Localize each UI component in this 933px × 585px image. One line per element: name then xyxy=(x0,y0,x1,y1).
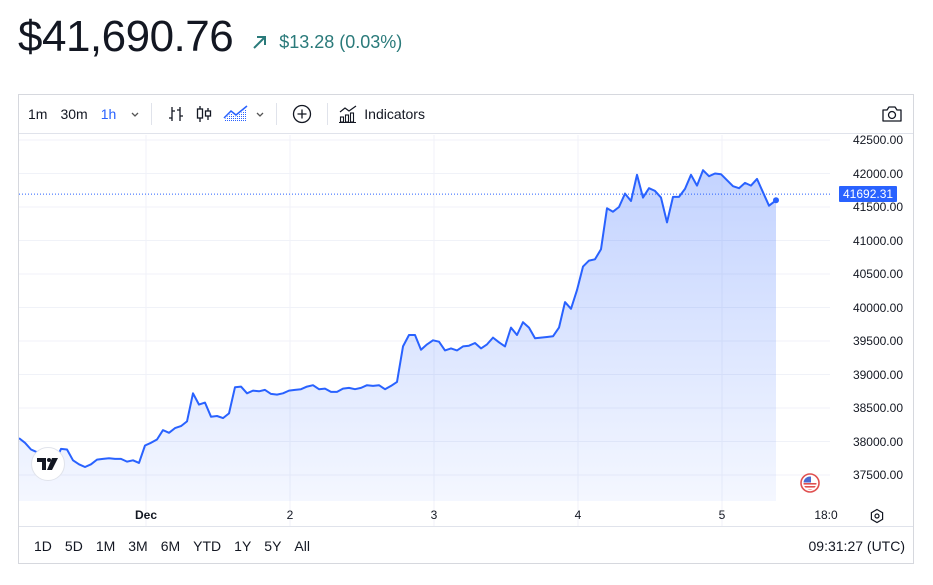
price-header: $41,690.76 $13.28 (0.03%) xyxy=(18,12,402,62)
tradingview-logo-icon xyxy=(37,458,58,470)
chevron-down-icon xyxy=(131,112,139,117)
chart-widget: 1m 30m 1h Indicators 4250 xyxy=(18,94,914,564)
chart-settings-button[interactable] xyxy=(869,508,885,529)
chart-toolbar: 1m 30m 1h Indicators xyxy=(19,95,913,134)
range-selector: 1D 5D 1M 3M 6M YTD 1Y 5Y All 09:31:27 (UTC) xyxy=(19,526,913,564)
range-1d[interactable]: 1D xyxy=(34,537,52,554)
toolbar-divider xyxy=(276,103,278,125)
area-icon xyxy=(223,105,248,122)
range-6m[interactable]: 6M xyxy=(160,537,181,554)
camera-icon xyxy=(882,106,902,122)
interval-dropdown[interactable] xyxy=(129,95,141,133)
bars-icon xyxy=(169,107,184,121)
arrow-up-right-icon xyxy=(253,36,267,49)
indicators-button[interactable]: Indicators xyxy=(338,95,425,133)
range-3m[interactable]: 3M xyxy=(128,537,148,554)
tradingview-logo[interactable] xyxy=(31,447,65,481)
time-axis-label: Dec xyxy=(134,508,158,522)
price-change-value: $13.28 (0.03%) xyxy=(279,31,403,52)
price-axis-label: 38000.00 xyxy=(852,434,903,449)
price-axis-label: 41500.00 xyxy=(852,200,903,214)
range-5d[interactable]: 5D xyxy=(64,537,83,554)
price-axis-label: 38500.00 xyxy=(852,401,903,415)
price-plot-area[interactable] xyxy=(19,135,830,526)
interval-label: 1h xyxy=(100,106,117,122)
last-price-dot xyxy=(773,197,779,204)
range-1y[interactable]: 1Y xyxy=(234,537,252,554)
price-axis-label: 39000.00 xyxy=(852,367,903,382)
bars-chart-button[interactable] xyxy=(167,95,185,133)
gear-icon xyxy=(870,508,884,524)
us-flag-icon xyxy=(800,473,820,493)
interval-1h[interactable]: 1h xyxy=(101,95,117,133)
range-ytd[interactable]: YTD xyxy=(193,537,222,554)
time-axis-label: 2 xyxy=(286,508,294,522)
toolbar-divider xyxy=(151,103,153,125)
indicators-icon xyxy=(339,105,357,124)
price-axis-label: 41000.00 xyxy=(852,233,903,248)
time-axis-label: 18:0 xyxy=(814,508,838,522)
price-line xyxy=(19,169,777,468)
range-5y[interactable]: 5Y xyxy=(264,537,282,554)
interval-30m[interactable]: 30m xyxy=(60,95,87,133)
time-axis[interactable]: Dec 2 3 4 5 18:0 xyxy=(19,500,913,527)
area-chart-button[interactable] xyxy=(223,95,249,133)
range-1m[interactable]: 1M xyxy=(95,537,116,554)
current-price: $41,690.76 xyxy=(18,12,234,61)
price-axis-label: 39500.00 xyxy=(852,334,903,348)
price-axis-label: 42500.00 xyxy=(852,133,903,147)
candles-chart-button[interactable] xyxy=(195,95,213,133)
current-price-label: 41692.31 xyxy=(839,186,898,203)
price-axis-label: 40500.00 xyxy=(852,267,903,281)
compare-button[interactable] xyxy=(292,95,312,133)
price-change: $13.28 (0.03%) xyxy=(251,32,402,53)
candles-icon xyxy=(197,106,212,122)
utc-clock[interactable]: 09:31:27 (UTC) xyxy=(808,538,905,554)
price-axis-label: 40000.00 xyxy=(852,300,903,315)
price-area-fill xyxy=(19,170,776,501)
range-all[interactable]: All xyxy=(294,537,310,554)
toolbar-divider xyxy=(327,103,329,125)
time-axis-label: 5 xyxy=(718,508,726,522)
price-axis-label: 37500.00 xyxy=(852,468,903,482)
interval-label: 30m xyxy=(60,106,88,122)
us-market-flag[interactable] xyxy=(800,473,820,498)
price-axis[interactable]: 42500.00 42000.00 41500.00 41000.00 40500.00… xyxy=(830,133,913,526)
indicators-label: Indicators xyxy=(364,106,425,122)
interval-label: 1m xyxy=(28,106,48,122)
price-axis-label: 42000.00 xyxy=(852,166,903,181)
chevron-down-icon xyxy=(256,112,264,117)
plus-circle-icon xyxy=(293,104,312,124)
interval-1m[interactable]: 1m xyxy=(28,95,47,133)
time-axis-label: 3 xyxy=(430,508,438,522)
time-axis-label: 4 xyxy=(574,508,582,522)
snapshot-button[interactable] xyxy=(881,105,903,126)
chart-type-dropdown[interactable] xyxy=(254,95,266,133)
